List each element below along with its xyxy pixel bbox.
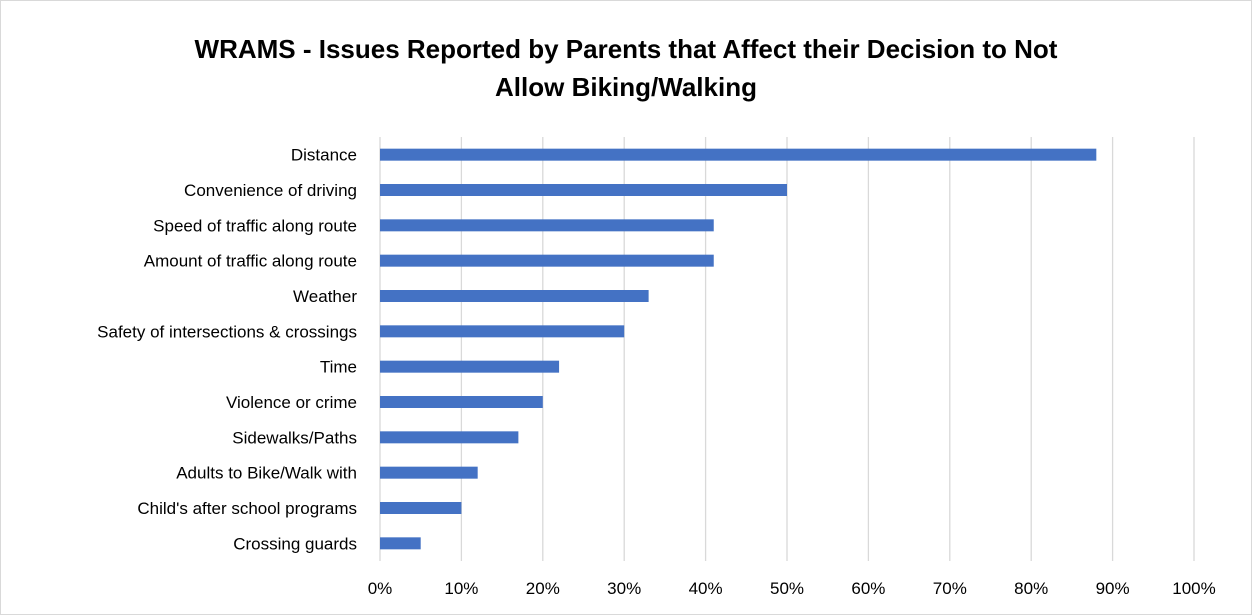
bar (380, 431, 519, 444)
bar (380, 290, 649, 302)
bars (380, 148, 1097, 550)
bar (380, 502, 462, 514)
x-tick-label: 80% (1014, 579, 1048, 598)
category-label: Adults to Bike/Walk with (176, 464, 357, 483)
x-tick-label: 70% (933, 579, 967, 598)
bar (380, 184, 787, 196)
category-label: Safety of intersections & crossings (97, 322, 357, 341)
category-label: Crossing guards (233, 534, 357, 553)
category-label: Convenience of driving (184, 181, 357, 200)
bar (380, 325, 625, 338)
x-tick-label: 40% (689, 579, 723, 598)
bar (380, 219, 714, 232)
category-labels: Distance Convenience of driving Speed of t… (97, 146, 357, 554)
bar (380, 466, 478, 479)
category-label: Violence or crime (226, 393, 357, 412)
x-tick-label: 90% (1096, 579, 1130, 598)
x-tick-label: 30% (607, 579, 641, 598)
category-label: Speed of traffic along route (153, 216, 357, 235)
bar (380, 537, 421, 550)
category-label: Sidewalks/Paths (232, 428, 357, 447)
bar (380, 360, 560, 373)
chart-title-line-1: WRAMS - Issues Reported by Parents that … (194, 34, 1058, 64)
x-tick-labels: 0% 10% 20% 30% 40% 50% 60% 70% 80% 90% 100% (368, 579, 1216, 598)
gridlines (379, 137, 1195, 561)
category-label: Time (320, 358, 357, 377)
x-tick-label: 50% (770, 579, 804, 598)
x-tick-label: 20% (526, 579, 560, 598)
category-label: Distance (291, 146, 357, 165)
bar (380, 148, 1097, 161)
bar (380, 254, 714, 267)
chart-title-line-2: Allow Biking/Walking (495, 72, 757, 102)
bar (380, 396, 543, 408)
x-tick-label: 0% (368, 579, 393, 598)
category-label: Amount of traffic along route (144, 252, 357, 271)
chart-title: WRAMS - Issues Reported by Parents that … (0, 30, 1252, 106)
x-tick-label: 60% (851, 579, 885, 598)
x-tick-label: 100% (1172, 579, 1215, 598)
category-label: Weather (293, 287, 357, 306)
x-tick-label: 10% (444, 579, 478, 598)
category-label: Child's after school programs (137, 499, 357, 518)
